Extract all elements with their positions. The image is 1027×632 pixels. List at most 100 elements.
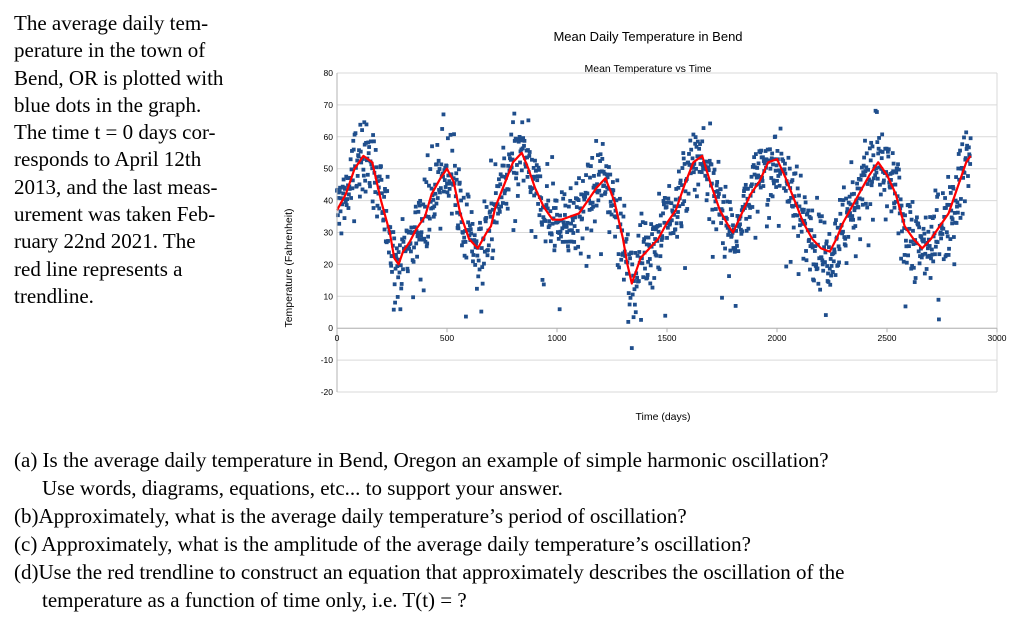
data-point [646,235,651,240]
data-point [564,239,569,244]
data-point [511,120,515,125]
data-point [529,229,534,233]
data-point [949,208,954,213]
data-point [500,174,504,179]
data-point [355,158,360,163]
data-point [343,186,347,191]
data-point [801,210,805,214]
data-point [345,176,350,181]
data-point [679,221,683,226]
y-tick-label: 50 [324,164,334,174]
data-point [364,122,369,127]
data-point [850,214,855,218]
data-point [468,227,473,232]
data-point [448,132,453,137]
data-point [607,210,612,215]
data-point [582,197,587,202]
data-point [371,133,375,137]
data-point [803,200,808,205]
data-point [428,167,433,171]
data-point [935,194,940,199]
data-point [891,169,896,174]
data-point [500,201,505,205]
data-point [840,202,845,207]
data-point [855,181,859,186]
data-point [399,282,404,286]
data-point [926,237,931,242]
data-point [786,155,791,160]
data-point [946,174,951,179]
data-point [666,196,671,201]
data-point [889,209,894,214]
data-point [431,198,436,202]
data-point [375,203,380,208]
data-point [824,241,829,246]
data-point [837,260,841,265]
data-point [863,201,868,206]
data-point [661,211,665,216]
data-point [901,259,906,264]
intro-line: The time t = 0 days cor- [14,120,216,145]
data-point [403,248,408,253]
data-point [388,225,393,230]
data-point [772,181,776,186]
data-point [382,227,387,232]
data-point [767,216,771,220]
data-point [417,203,422,208]
data-point [810,245,815,250]
data-point [876,146,881,151]
data-point [561,196,566,201]
data-point [504,201,509,206]
data-point [338,185,342,190]
data-point [377,174,382,179]
data-point [429,186,434,191]
data-point [682,162,687,166]
data-point [432,204,437,209]
x-tick-label: 500 [440,333,454,343]
data-point [538,207,543,212]
data-point [600,156,605,161]
data-point [464,255,469,260]
data-point [541,282,546,287]
data-point [357,182,362,187]
data-point [771,178,776,183]
data-point [588,175,592,180]
data-point [448,181,452,186]
data-point [602,183,606,188]
intro-line: Bend, OR is plotted with [14,65,224,90]
data-point [955,210,960,215]
question-a: (a) Is the average daily temperature in … [14,448,829,472]
data-point [723,184,728,189]
data-point [902,253,907,257]
data-point [826,271,830,276]
data-point [742,186,747,191]
data-point [879,156,884,161]
data-point [504,172,509,177]
data-point [422,236,427,241]
data-point [554,198,559,203]
data-point [766,198,771,202]
data-point [908,239,913,244]
data-point [601,169,606,174]
data-point [962,135,966,140]
data-point [881,180,886,185]
data-point [559,190,564,195]
data-point [450,148,455,153]
data-point [608,199,613,204]
data-point [844,261,849,265]
data-point [521,136,526,141]
data-point [735,214,740,218]
data-point [528,190,533,195]
data-point [677,204,682,209]
data-point [796,272,801,276]
data-point [387,250,391,255]
data-point [562,192,567,197]
data-point [886,147,891,152]
data-point [469,231,474,236]
data-point [929,256,933,261]
data-point [904,244,909,249]
data-point [672,204,677,209]
data-point [430,144,434,149]
data-point [436,158,441,163]
data-point [632,287,637,292]
